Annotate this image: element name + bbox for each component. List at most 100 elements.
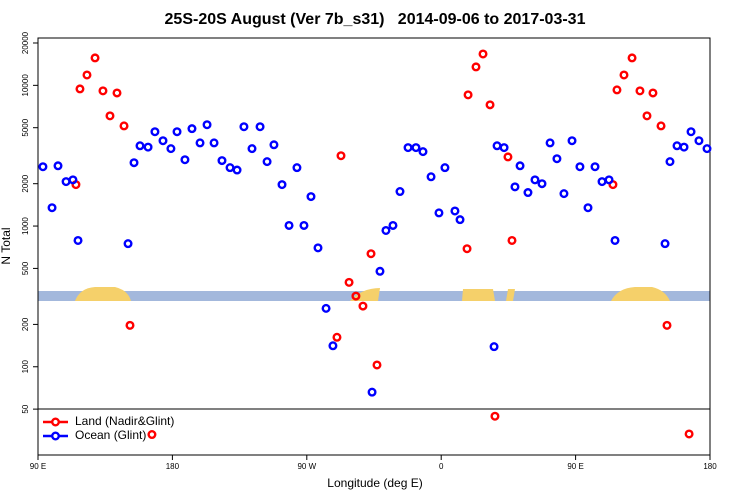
point: [583, 203, 593, 213]
point: [489, 342, 499, 352]
point: [403, 143, 413, 153]
land-patch: [462, 289, 495, 301]
point: [217, 156, 227, 166]
point: [395, 187, 405, 197]
point: [299, 220, 309, 230]
point: [434, 208, 444, 218]
point: [411, 143, 421, 153]
point: [47, 203, 57, 213]
point: [209, 138, 219, 148]
point: [635, 86, 645, 96]
point: [492, 141, 502, 151]
point: [679, 142, 689, 152]
point: [180, 155, 190, 165]
point: [545, 138, 555, 148]
point: [125, 320, 135, 330]
point: [375, 266, 385, 276]
point: [523, 188, 533, 198]
point: [619, 70, 629, 80]
x-tick-label: 90 W: [297, 462, 316, 471]
point: [135, 141, 145, 151]
point: [485, 100, 495, 110]
legend-label: Land (Nadir&Glint): [75, 414, 174, 428]
point: [567, 136, 577, 146]
point: [277, 180, 287, 190]
point: [462, 244, 472, 254]
y-tick-label: 200: [21, 317, 30, 331]
y-tick-label: 5000: [21, 118, 30, 136]
point: [195, 138, 205, 148]
point: [503, 152, 513, 162]
x-axis-label: Longitude (deg E): [327, 476, 422, 490]
point: [455, 215, 465, 225]
point: [440, 163, 450, 173]
point: [463, 90, 473, 100]
plot-frame: [37, 37, 711, 456]
point: [269, 140, 279, 150]
point: [662, 320, 672, 330]
point: [372, 360, 382, 370]
point: [478, 49, 488, 59]
point: [672, 141, 682, 151]
point: [490, 411, 500, 421]
land-patch: [611, 287, 670, 301]
point: [510, 182, 520, 192]
point: [147, 430, 157, 440]
point: [507, 235, 517, 245]
y-tick-label: 50: [21, 404, 30, 413]
point: [166, 144, 176, 154]
land-patch: [75, 287, 131, 301]
point: [648, 88, 658, 98]
point: [38, 162, 48, 172]
point: [129, 158, 139, 168]
point: [552, 154, 562, 164]
point: [119, 121, 129, 131]
point: [306, 192, 316, 202]
point: [660, 239, 670, 249]
y-tick-label: 100: [21, 360, 30, 374]
point: [68, 175, 78, 185]
legend-marker: [51, 417, 61, 427]
point: [559, 189, 569, 199]
point: [388, 220, 398, 230]
point: [499, 143, 509, 153]
legend-marker: [51, 431, 61, 441]
point: [418, 147, 428, 157]
point: [98, 86, 108, 96]
point: [515, 161, 525, 171]
y-tick-label: 20000: [21, 31, 30, 54]
point: [202, 120, 212, 130]
point: [336, 151, 346, 161]
point: [575, 162, 585, 172]
x-tick-label: 90 E: [567, 462, 583, 471]
point: [610, 235, 620, 245]
point: [590, 162, 600, 172]
x-tick-label: 180: [703, 462, 717, 471]
point: [143, 142, 153, 152]
point: [604, 175, 614, 185]
point: [328, 341, 338, 351]
point: [105, 111, 115, 121]
point: [471, 62, 481, 72]
y-tick-label: 2000: [21, 174, 30, 192]
point: [75, 84, 85, 94]
point: [150, 127, 160, 137]
x-tick-label: 0: [439, 462, 444, 471]
y-tick-label: 10000: [21, 74, 30, 97]
chart-title: 25S-20S August (Ver 7b_s31) 2014-09-06 t…: [165, 11, 586, 28]
x-tick-label: 180: [166, 462, 180, 471]
y-tick-label: 1000: [21, 217, 30, 235]
point: [642, 111, 652, 121]
point: [684, 429, 694, 439]
point: [530, 175, 540, 185]
point: [344, 277, 354, 287]
point: [381, 225, 391, 235]
point: [73, 235, 83, 245]
point: [123, 239, 133, 249]
point: [225, 163, 235, 173]
point: [702, 144, 712, 154]
point: [694, 136, 704, 146]
point: [255, 122, 265, 132]
point: [53, 161, 63, 171]
